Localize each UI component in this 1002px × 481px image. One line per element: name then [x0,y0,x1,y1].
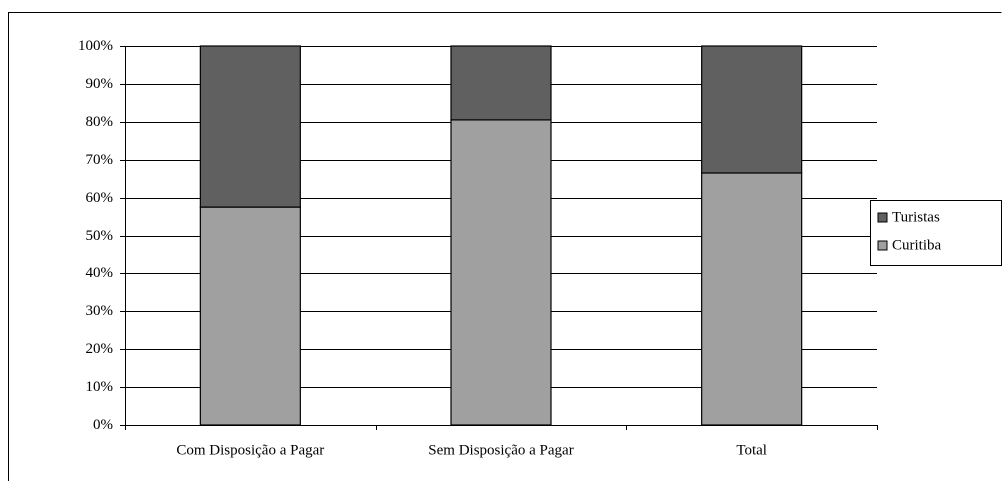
chart-frame [8,12,1002,481]
y-tick-label: 70% [86,152,114,168]
legend-box [870,200,1002,266]
bar-segment [701,172,803,426]
y-tick-label: 50% [86,228,114,244]
bar-segment [199,206,301,426]
legend-swatch [877,240,888,251]
y-tick-label: 10% [86,379,114,395]
y-tick-label: 30% [86,303,114,319]
y-tick-label: 80% [86,114,114,130]
legend-swatch [877,212,888,223]
bar-segment [199,45,301,208]
y-tick-label: 40% [86,265,114,281]
x-tick-label: Sem Disposição a Pagar [428,442,573,458]
y-tick-label: 20% [86,341,114,357]
y-tick-label: 60% [86,190,114,206]
bar-segment [450,45,552,121]
y-tick-label: 0% [93,417,113,433]
legend-label: Curitiba [892,237,942,253]
x-tick-label: Total [736,442,767,458]
x-tick-label: Com Disposição a Pagar [176,442,324,458]
bar-segment [701,45,803,174]
legend-label: Turistas [892,209,940,225]
y-tick-label: 90% [86,76,114,92]
y-tick-label: 100% [78,38,113,54]
bar-segment [450,119,552,426]
